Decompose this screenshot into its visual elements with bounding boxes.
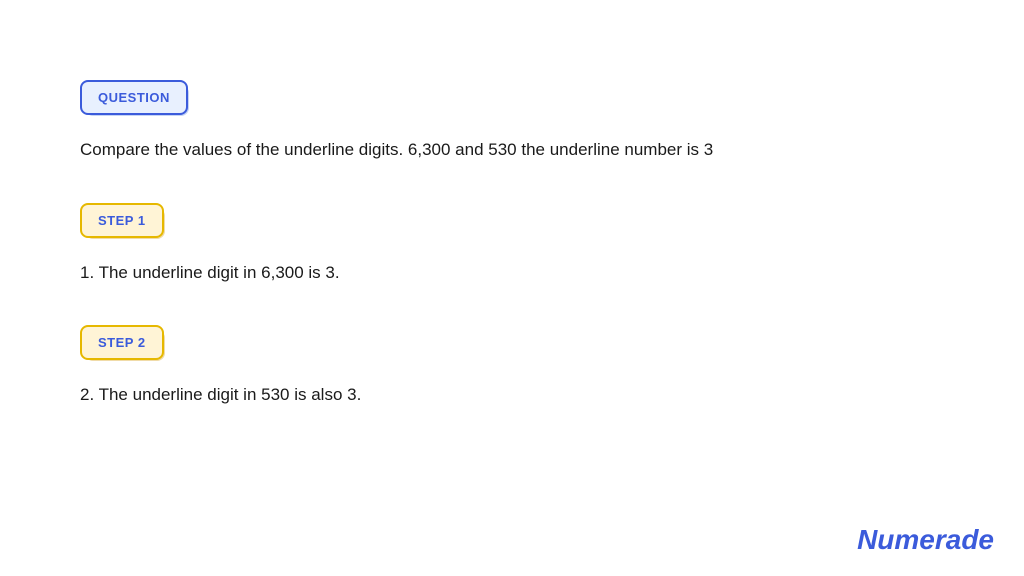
question-section: QUESTION Compare the values of the under… (80, 80, 944, 163)
question-badge: QUESTION (80, 80, 188, 115)
step-1-section: STEP 1 1. The underline digit in 6,300 i… (80, 203, 944, 286)
step-1-badge: STEP 1 (80, 203, 164, 238)
step-2-section: STEP 2 2. The underline digit in 530 is … (80, 325, 944, 408)
step-2-text: 2. The underline digit in 530 is also 3. (80, 382, 944, 408)
step-1-text: 1. The underline digit in 6,300 is 3. (80, 260, 944, 286)
numerade-logo: Numerade (857, 524, 994, 556)
step-2-badge: STEP 2 (80, 325, 164, 360)
question-text: Compare the values of the underline digi… (80, 137, 944, 163)
